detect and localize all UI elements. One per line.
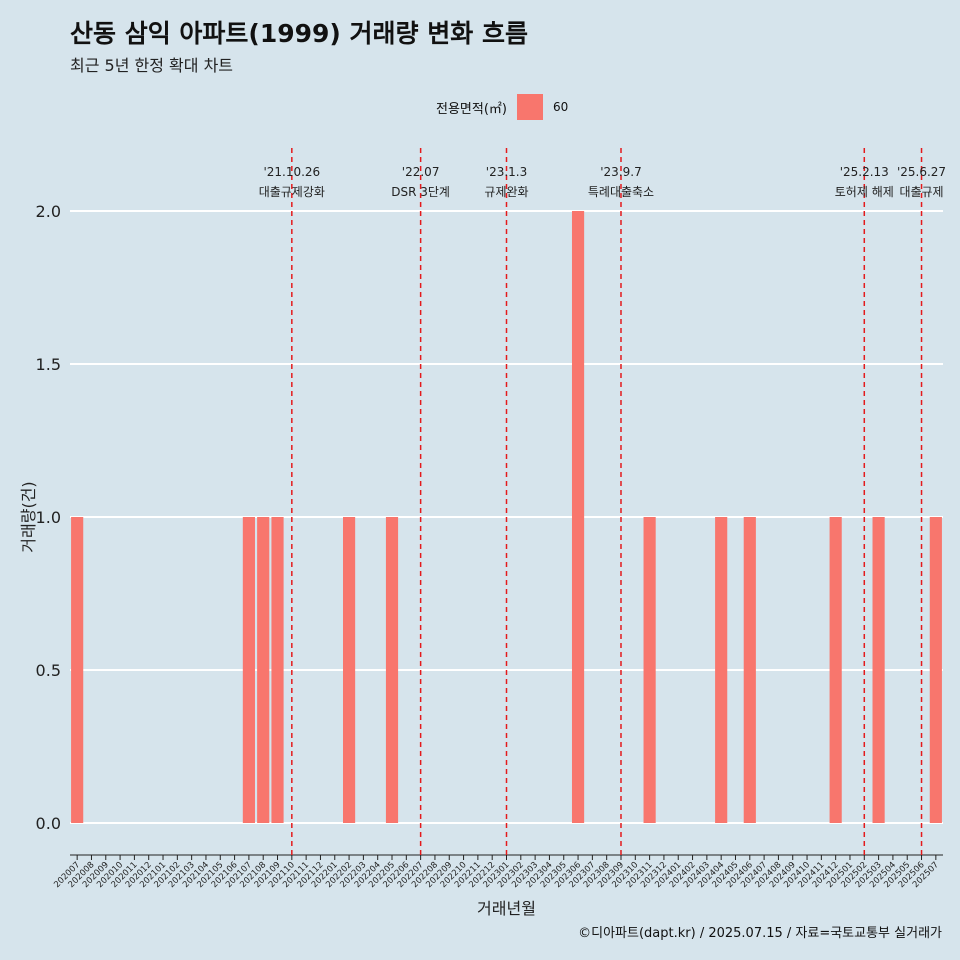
y-tick-label: 1.0 — [36, 508, 61, 527]
bar — [385, 517, 399, 823]
chart-title: 산동 삼익 아파트(1999) 거래량 변화 흐름 — [70, 19, 528, 48]
bar — [829, 517, 842, 823]
event-label: 규제완화 — [484, 185, 528, 199]
bar — [342, 517, 356, 823]
bar — [872, 517, 885, 823]
y-axis-title: 거래량(건) — [19, 481, 38, 552]
event-label: DSR 3단계 — [391, 185, 450, 199]
bar — [257, 517, 270, 823]
y-tick-label: 1.5 — [36, 355, 61, 374]
bar — [715, 517, 728, 823]
bar — [571, 211, 585, 823]
bar — [71, 517, 84, 823]
legend-key-60 — [516, 94, 543, 120]
chart-subtitle: 최근 5년 한정 확대 차트 — [70, 56, 234, 75]
event-date-label: '23.9.7 — [600, 165, 641, 179]
event-date-label: '25.2.13 — [840, 165, 889, 179]
event-date-label: '22.07 — [402, 165, 440, 179]
source-caption: ©디아파트(dapt.kr) / 2025.07.15 / 자료=국토교통부 실… — [578, 926, 942, 941]
legend-title: 전용면적(㎡) — [436, 101, 507, 117]
bar — [743, 517, 756, 823]
y-tick-label: 0.0 — [36, 814, 61, 833]
event-date-label: '21.10.26 — [263, 165, 320, 179]
event-label: 토허제 해제 — [835, 185, 894, 199]
bar — [643, 517, 656, 823]
event-date-label: '23.1.3 — [486, 165, 527, 179]
y-tick-label: 2.0 — [36, 202, 61, 221]
bar — [929, 517, 942, 823]
x-axis-title: 거래년월 — [477, 899, 536, 918]
legend: 전용면적(㎡) 60 — [436, 93, 568, 121]
event-label: 대출규제 — [899, 185, 943, 199]
legend-label-60: 60 — [552, 100, 569, 114]
event-label: 특례대출축소 — [588, 185, 654, 199]
event-date-label: '25.6.27 — [897, 165, 946, 179]
bar — [242, 517, 255, 823]
y-tick-label: 0.5 — [36, 661, 61, 680]
bar — [271, 517, 284, 823]
event-label: 대출규제강화 — [259, 185, 325, 199]
